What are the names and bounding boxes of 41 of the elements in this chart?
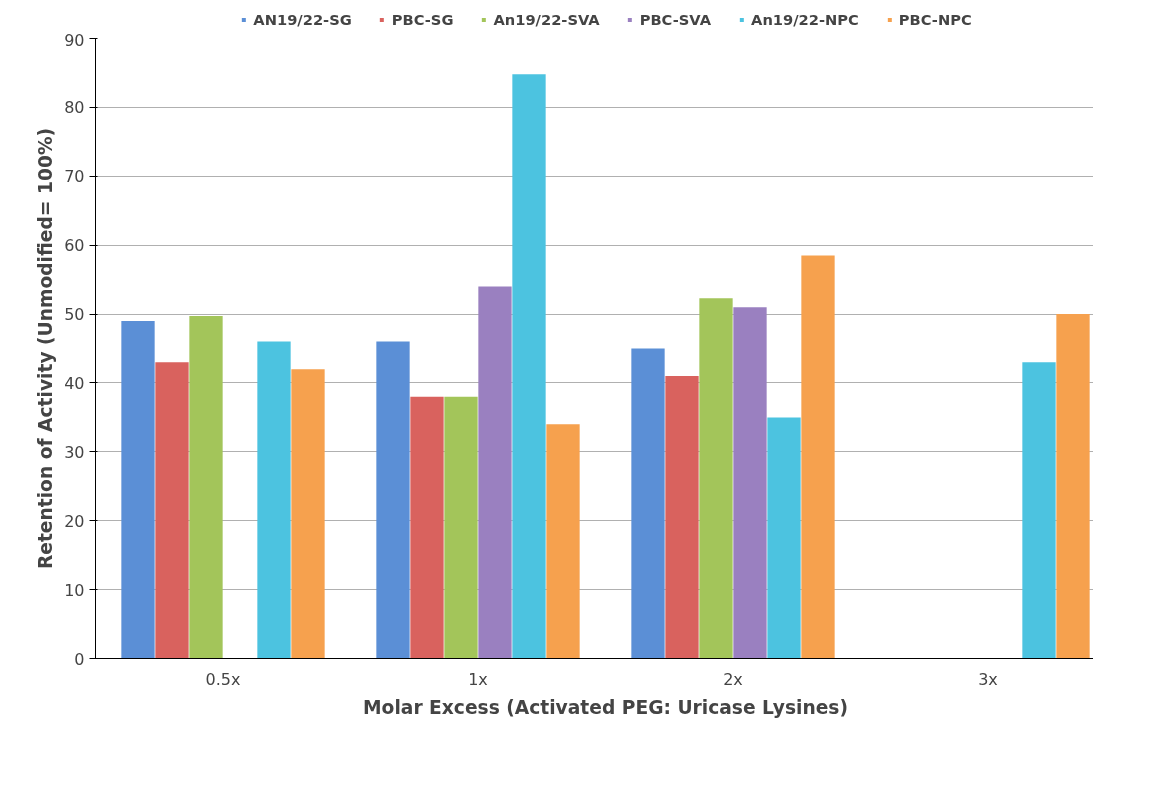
legend-label: PBC-NPC [898, 10, 972, 28]
bar [189, 316, 223, 659]
bar [291, 369, 325, 659]
legend-label: AN19/22-SG [253, 10, 352, 28]
bar [121, 320, 155, 659]
y-tick-label: 50 [64, 305, 85, 325]
bar [631, 348, 665, 659]
bar [801, 255, 835, 659]
bar [257, 341, 291, 659]
bar [410, 396, 444, 659]
legend-label: An19/22-SVA [493, 10, 600, 28]
y-tick-label: 0 [74, 649, 85, 669]
bar [444, 396, 478, 659]
x-tick-label: 3x [978, 669, 998, 689]
bar [155, 362, 189, 659]
y-tick-label: 80 [64, 98, 85, 118]
bar [733, 307, 767, 659]
y-tick-label: 20 [64, 511, 85, 531]
legend-label: PBC-SVA [639, 10, 712, 28]
y-axis-title: Retention of Activity (Unmodified= 100%) [35, 127, 57, 570]
y-tick-label: 70 [64, 167, 85, 187]
bar [1056, 314, 1090, 659]
bar [1022, 362, 1056, 659]
y-tick-label: 30 [64, 442, 85, 462]
bar [512, 74, 546, 659]
y-tick-label: 90 [64, 30, 85, 50]
x-tick-label: 2x [723, 669, 743, 689]
legend-label: PBC-SG [391, 10, 454, 28]
bar [665, 376, 699, 659]
bar [767, 417, 801, 659]
bar [478, 286, 512, 659]
legend-label: An19/22-NPC [751, 10, 859, 28]
x-axis-title: Molar Excess (Activated PEG: Uricase Lysines) [363, 696, 848, 718]
y-tick-label: 60 [64, 236, 85, 256]
bar [376, 341, 410, 659]
bar [546, 424, 580, 659]
y-tick-label: 10 [64, 580, 85, 600]
x-tick-label: 1x [468, 669, 488, 689]
x-tick-label: 0.5x [205, 669, 241, 689]
y-tick-label: 40 [64, 373, 85, 393]
bar [699, 298, 733, 659]
